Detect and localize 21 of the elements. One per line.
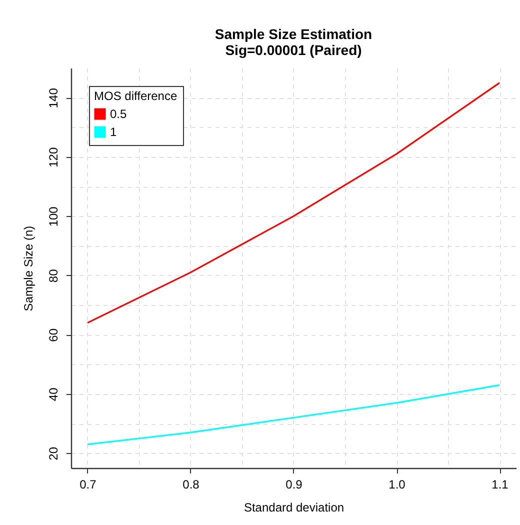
y-tick-label: 80 — [46, 268, 60, 283]
x-tick-label: 0.8 — [182, 478, 200, 492]
y-tick-label: 120 — [46, 147, 60, 168]
chart-subtitle: Sig=0.00001 (Paired) — [225, 42, 362, 58]
y-tick-label: 40 — [46, 387, 60, 402]
x-tick-label: 1.0 — [388, 478, 406, 492]
legend-label: 0.5 — [110, 107, 128, 121]
line-series — [86, 384, 500, 446]
y-axis-title: Sample Size (n) — [22, 226, 36, 312]
x-tick-label: 1.1 — [492, 478, 509, 492]
y-tick-label: 20 — [46, 446, 60, 460]
y-tick-label: 140 — [46, 88, 60, 108]
legend-title: MOS difference — [94, 89, 178, 103]
legend-label: 1 — [110, 125, 117, 139]
line-series — [86, 82, 500, 324]
x-tick-label: 0.9 — [286, 478, 303, 492]
y-tick-label: 100 — [46, 206, 60, 227]
x-axis-title: Standard deviation — [244, 500, 344, 514]
y-tick-label: 60 — [46, 328, 60, 342]
x-tick-label: 0.7 — [80, 478, 97, 492]
chart-title: Sample Size Estimation — [214, 26, 372, 42]
